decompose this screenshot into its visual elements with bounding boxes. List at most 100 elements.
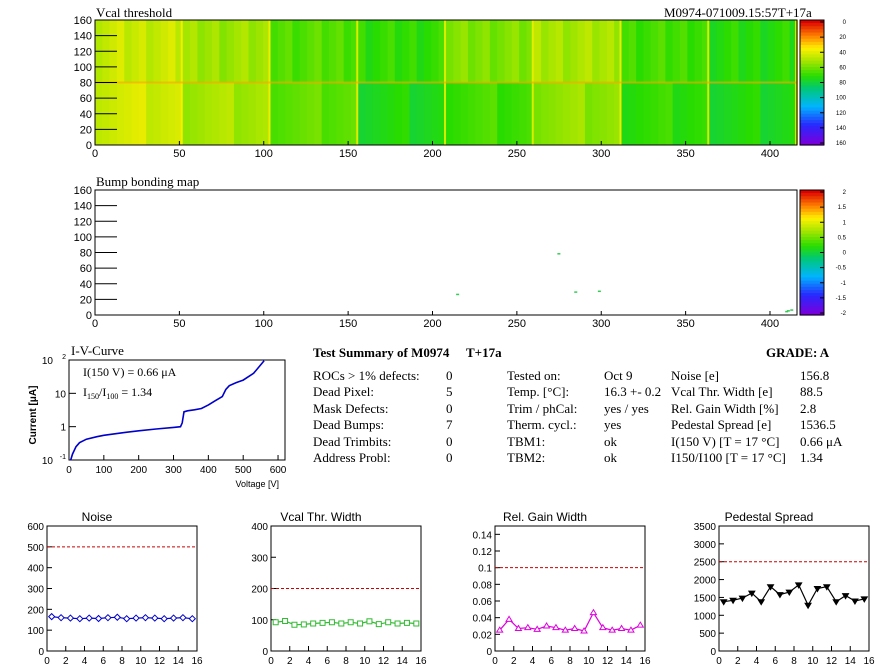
data-point <box>570 624 579 631</box>
x-tick-label: 300 <box>592 148 610 160</box>
x-tick-label: 16 <box>863 656 875 667</box>
heat-cell <box>307 20 315 83</box>
y-tick-label: 200 <box>27 605 44 616</box>
y-tick-label: 1500 <box>694 593 717 604</box>
heat-cell <box>343 82 352 145</box>
x-tick-label: 2 <box>287 656 293 667</box>
y-tick-label: 300 <box>251 553 268 564</box>
colorbar-cell <box>800 88 824 93</box>
vcal-width-chart: Vcal Thr. Width 0 2 4 6 8 10 12 14 16 0 100 200 300 40… <box>251 510 427 667</box>
heat-cell <box>621 82 630 145</box>
heat-cell <box>292 82 301 145</box>
heat-cell <box>197 20 206 83</box>
iv-ylabel: Current [μA] <box>28 386 39 445</box>
x-tick-label: 150 <box>339 148 357 160</box>
summary-test-info-value: yes <box>604 417 622 433</box>
heat-cell <box>563 82 571 145</box>
series-line <box>499 611 641 632</box>
plot-title: Noise <box>82 510 113 524</box>
colorbar-cell <box>800 138 824 143</box>
vcal-threshold-title: Vcal threshold <box>96 5 173 20</box>
heat-cell <box>592 20 601 83</box>
colorbar-cell <box>800 63 824 68</box>
data-point <box>357 620 364 627</box>
colorbar-cell <box>800 85 824 90</box>
colorbar-cell <box>800 249 824 254</box>
x-tick-label: 0 <box>492 656 498 667</box>
heat-cell <box>716 20 725 83</box>
summary-defects-label: ROCs > 1% defects: <box>313 368 420 383</box>
data-point <box>589 608 598 616</box>
heat-cell <box>738 82 747 145</box>
x-tick-label: 8 <box>791 656 797 667</box>
heat-cell <box>511 82 520 145</box>
heat-cell <box>482 20 491 83</box>
heat-cell <box>160 20 169 83</box>
heat-cell <box>460 82 469 145</box>
y-tick-label: 0.08 <box>473 580 493 591</box>
x-tick-label: 6 <box>772 656 778 667</box>
colorbar-cell <box>800 132 824 137</box>
colorbar-tick-label: -2 <box>841 311 847 317</box>
data-point <box>738 595 747 603</box>
x-tick-label: 14 <box>621 656 633 667</box>
data-point <box>66 614 75 622</box>
heat-cell <box>219 20 228 83</box>
colorbar-cell <box>800 243 824 247</box>
x-tick-label: 12 <box>378 656 390 667</box>
x-tick-label: 14 <box>173 656 185 667</box>
heat-cell <box>248 20 257 83</box>
colorbar-cell <box>800 211 824 216</box>
dead-bump <box>574 291 578 293</box>
heat-cell <box>723 82 732 145</box>
summary-tag: T+17a <box>466 345 502 360</box>
heat-cell <box>636 20 644 83</box>
colorbar-cell <box>800 104 824 109</box>
colorbar-tick-label: 140 <box>836 126 847 132</box>
summary-performance-value: 2.8 <box>800 400 817 416</box>
x-tick-label: 2 <box>63 656 69 667</box>
colorbar-cell <box>800 302 824 307</box>
heat-cell <box>416 82 425 145</box>
colorbar-cell <box>800 227 824 232</box>
colorbar-cell <box>800 221 824 225</box>
data-point <box>580 627 588 634</box>
heat-cell <box>204 20 213 83</box>
data-point <box>385 619 392 626</box>
x-tick-label: 0 <box>268 656 274 667</box>
colorbar-cell <box>800 280 824 285</box>
colorbar-cell <box>800 79 824 84</box>
heat-cell <box>204 82 213 145</box>
x-tick-label: 250 <box>508 318 526 330</box>
data-point <box>57 613 65 622</box>
x-tick-label: 300 <box>592 318 610 330</box>
colorbar-cell <box>800 218 824 222</box>
colorbar-cell <box>800 82 824 87</box>
data-point <box>505 615 513 622</box>
colorbar-tick-label: 100 <box>836 96 847 102</box>
heat-cell <box>511 20 520 83</box>
x-tick-label: 4 <box>754 656 760 667</box>
colorbar-cell <box>800 240 824 244</box>
data-point <box>608 626 617 633</box>
heat-cell <box>365 20 374 83</box>
iv-series-line <box>69 360 265 461</box>
y-tick-label: 2500 <box>694 558 717 569</box>
data-point <box>85 614 93 622</box>
heat-cell <box>372 82 381 145</box>
heat-cell <box>372 20 381 83</box>
colorbar-cell <box>800 215 824 219</box>
colorbar-cell <box>800 193 824 197</box>
y-tick-label: 60 <box>80 93 92 105</box>
heat-cell <box>424 82 432 145</box>
heat-cell <box>694 82 703 145</box>
summary-performance-label: I(150 V) [T = 17 °C] <box>671 433 780 449</box>
data-point <box>151 614 159 622</box>
colorbar-cell <box>800 305 824 310</box>
heat-cell <box>782 20 791 83</box>
data-point <box>776 592 784 599</box>
y-tick-label: 120 <box>74 216 92 228</box>
heat-cell <box>694 20 703 83</box>
summary-defects-value: 0 <box>446 400 453 416</box>
y-tick-label: 200 <box>251 585 268 596</box>
